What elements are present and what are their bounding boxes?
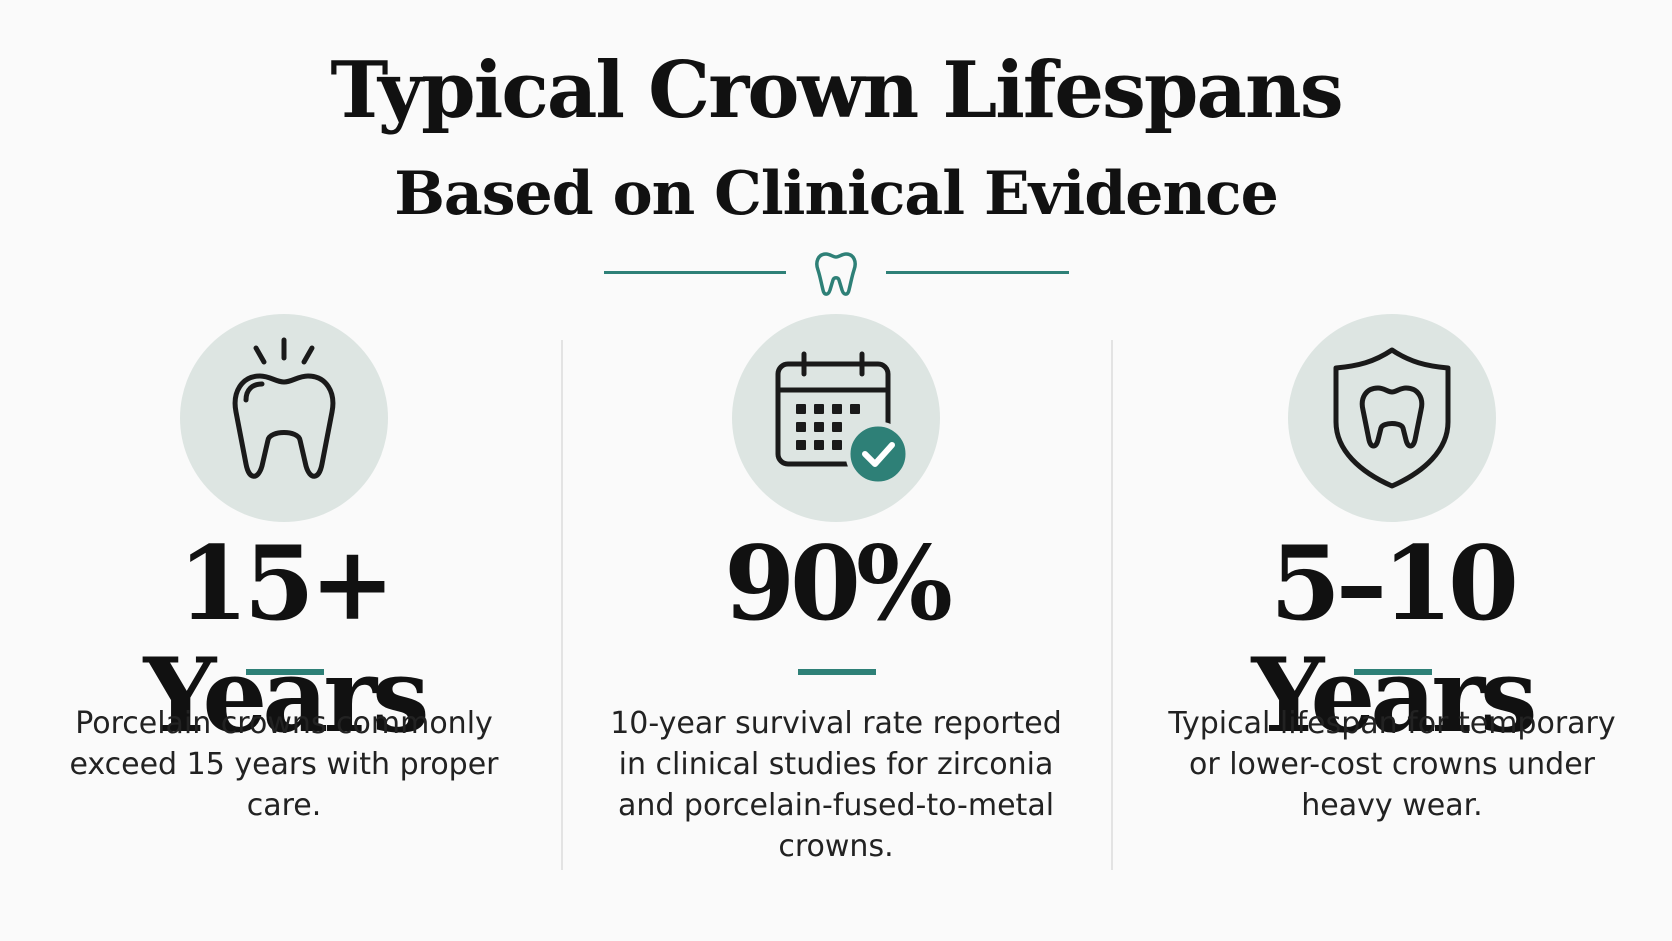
accent-bar xyxy=(798,669,876,675)
shield-tooth-icon xyxy=(1333,347,1451,489)
stat-card-survival-rate: 90% 10-year survival rate reported in cl… xyxy=(576,0,1096,941)
accent-bar xyxy=(1354,669,1432,675)
shining-tooth-icon xyxy=(232,337,336,479)
stat-value: 90% xyxy=(724,524,953,644)
accent-bar xyxy=(246,669,324,675)
stat-card-temporary: 5–10 Years Typical lifespan for temporar… xyxy=(1132,0,1652,941)
stat-value: 5–10 Years xyxy=(1251,524,1537,757)
icon-badge xyxy=(180,314,388,522)
tooth-icon xyxy=(815,252,857,296)
title-divider-left xyxy=(604,271,786,274)
column-separator xyxy=(1111,340,1113,870)
column-separator xyxy=(561,340,563,870)
page-title: Typical Crown Lifespans xyxy=(330,45,1343,136)
page-subtitle: Based on Clinical Evidence xyxy=(394,159,1279,229)
icon-badge xyxy=(732,314,940,522)
calendar-check-icon xyxy=(775,351,911,487)
stat-value: 15+ Years xyxy=(143,524,429,757)
icon-badge xyxy=(1288,314,1496,522)
stat-card-porcelain: 15+ Years Porcelain crowns commonly exce… xyxy=(24,0,544,941)
stat-description: Porcelain crowns commonly exceed 15 year… xyxy=(69,706,499,823)
title-divider-right xyxy=(886,271,1069,274)
stat-description: 10-year survival rate reported in clinic… xyxy=(610,706,1062,864)
stat-description: Typical lifespan for temporary or lower-… xyxy=(1168,706,1616,823)
